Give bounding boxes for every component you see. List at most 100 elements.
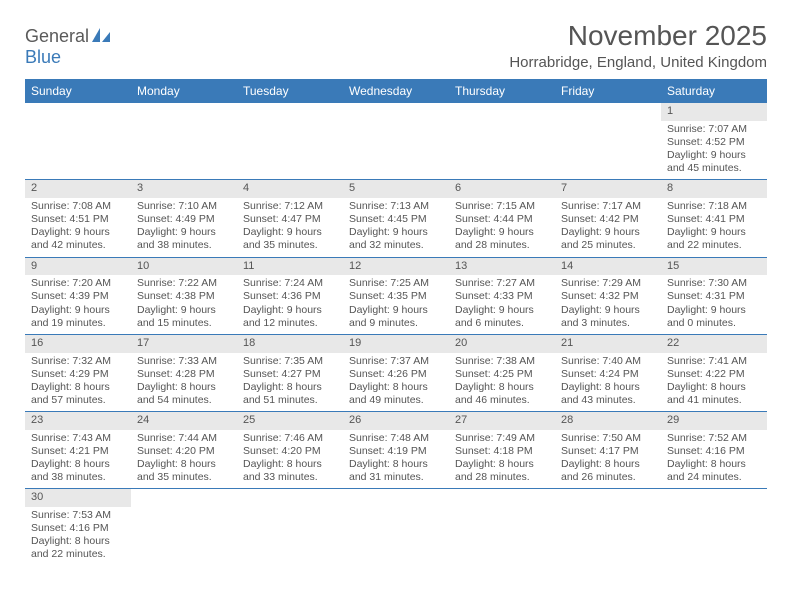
week-row: 2Sunrise: 7:08 AMSunset: 4:51 PMDaylight… [25, 180, 767, 257]
day-header: Saturday [661, 79, 767, 103]
day-number: 20 [449, 335, 555, 353]
day-content: Sunrise: 7:37 AMSunset: 4:26 PMDaylight:… [343, 353, 449, 412]
day-number: 1 [661, 103, 767, 121]
day-content: Sunrise: 7:49 AMSunset: 4:18 PMDaylight:… [449, 430, 555, 489]
day-number: 10 [131, 258, 237, 276]
day-number: 21 [555, 335, 661, 353]
day-header: Monday [131, 79, 237, 103]
empty-cell [237, 489, 343, 565]
day-number: 11 [237, 258, 343, 276]
day-cell: 21Sunrise: 7:40 AMSunset: 4:24 PMDayligh… [555, 335, 661, 411]
day-content: Sunrise: 7:44 AMSunset: 4:20 PMDaylight:… [131, 430, 237, 489]
month-title: November 2025 [509, 20, 767, 52]
day-number: 5 [343, 180, 449, 198]
empty-cell [131, 103, 237, 179]
week-row: 9Sunrise: 7:20 AMSunset: 4:39 PMDaylight… [25, 258, 767, 335]
day-content: Sunrise: 7:43 AMSunset: 4:21 PMDaylight:… [25, 430, 131, 489]
empty-cell [449, 103, 555, 179]
week-row: 16Sunrise: 7:32 AMSunset: 4:29 PMDayligh… [25, 335, 767, 412]
empty-cell [25, 103, 131, 179]
calendar-grid: SundayMondayTuesdayWednesdayThursdayFrid… [25, 79, 767, 566]
day-number: 2 [25, 180, 131, 198]
day-cell: 5Sunrise: 7:13 AMSunset: 4:45 PMDaylight… [343, 180, 449, 256]
day-cell: 17Sunrise: 7:33 AMSunset: 4:28 PMDayligh… [131, 335, 237, 411]
day-cell: 15Sunrise: 7:30 AMSunset: 4:31 PMDayligh… [661, 258, 767, 334]
day-header: Friday [555, 79, 661, 103]
week-row: 1Sunrise: 7:07 AMSunset: 4:52 PMDaylight… [25, 103, 767, 180]
day-number: 15 [661, 258, 767, 276]
day-content: Sunrise: 7:12 AMSunset: 4:47 PMDaylight:… [237, 198, 343, 257]
day-cell: 7Sunrise: 7:17 AMSunset: 4:42 PMDaylight… [555, 180, 661, 256]
day-cell: 8Sunrise: 7:18 AMSunset: 4:41 PMDaylight… [661, 180, 767, 256]
day-number: 16 [25, 335, 131, 353]
day-cell: 9Sunrise: 7:20 AMSunset: 4:39 PMDaylight… [25, 258, 131, 334]
day-cell: 26Sunrise: 7:48 AMSunset: 4:19 PMDayligh… [343, 412, 449, 488]
day-number: 17 [131, 335, 237, 353]
day-cell: 13Sunrise: 7:27 AMSunset: 4:33 PMDayligh… [449, 258, 555, 334]
day-content: Sunrise: 7:13 AMSunset: 4:45 PMDaylight:… [343, 198, 449, 257]
empty-cell [343, 489, 449, 565]
day-cell: 14Sunrise: 7:29 AMSunset: 4:32 PMDayligh… [555, 258, 661, 334]
day-cell: 29Sunrise: 7:52 AMSunset: 4:16 PMDayligh… [661, 412, 767, 488]
day-number: 18 [237, 335, 343, 353]
day-cell: 16Sunrise: 7:32 AMSunset: 4:29 PMDayligh… [25, 335, 131, 411]
day-content: Sunrise: 7:32 AMSunset: 4:29 PMDaylight:… [25, 353, 131, 412]
day-cell: 6Sunrise: 7:15 AMSunset: 4:44 PMDaylight… [449, 180, 555, 256]
day-number: 8 [661, 180, 767, 198]
day-cell: 3Sunrise: 7:10 AMSunset: 4:49 PMDaylight… [131, 180, 237, 256]
empty-cell [237, 103, 343, 179]
day-cell: 22Sunrise: 7:41 AMSunset: 4:22 PMDayligh… [661, 335, 767, 411]
logo-sail-icon [92, 27, 112, 42]
day-cell: 2Sunrise: 7:08 AMSunset: 4:51 PMDaylight… [25, 180, 131, 256]
day-header: Tuesday [237, 79, 343, 103]
day-number: 12 [343, 258, 449, 276]
day-content: Sunrise: 7:22 AMSunset: 4:38 PMDaylight:… [131, 275, 237, 334]
day-cell: 18Sunrise: 7:35 AMSunset: 4:27 PMDayligh… [237, 335, 343, 411]
weeks-container: 1Sunrise: 7:07 AMSunset: 4:52 PMDaylight… [25, 103, 767, 566]
location: Horrabridge, England, United Kingdom [509, 54, 767, 71]
day-content: Sunrise: 7:41 AMSunset: 4:22 PMDaylight:… [661, 353, 767, 412]
day-number: 30 [25, 489, 131, 507]
day-content: Sunrise: 7:20 AMSunset: 4:39 PMDaylight:… [25, 275, 131, 334]
day-headers-row: SundayMondayTuesdayWednesdayThursdayFrid… [25, 79, 767, 103]
day-number: 9 [25, 258, 131, 276]
empty-cell [555, 489, 661, 565]
day-number: 26 [343, 412, 449, 430]
logo-part1: General [25, 26, 89, 46]
day-content: Sunrise: 7:35 AMSunset: 4:27 PMDaylight:… [237, 353, 343, 412]
day-cell: 1Sunrise: 7:07 AMSunset: 4:52 PMDaylight… [661, 103, 767, 179]
day-number: 28 [555, 412, 661, 430]
week-row: 30Sunrise: 7:53 AMSunset: 4:16 PMDayligh… [25, 489, 767, 565]
day-cell: 10Sunrise: 7:22 AMSunset: 4:38 PMDayligh… [131, 258, 237, 334]
day-header: Sunday [25, 79, 131, 103]
day-content: Sunrise: 7:40 AMSunset: 4:24 PMDaylight:… [555, 353, 661, 412]
day-number: 29 [661, 412, 767, 430]
day-content: Sunrise: 7:27 AMSunset: 4:33 PMDaylight:… [449, 275, 555, 334]
day-cell: 4Sunrise: 7:12 AMSunset: 4:47 PMDaylight… [237, 180, 343, 256]
day-number: 22 [661, 335, 767, 353]
day-cell: 28Sunrise: 7:50 AMSunset: 4:17 PMDayligh… [555, 412, 661, 488]
calendar-page: General Blue November 2025 Horrabridge, … [0, 0, 792, 566]
title-block: November 2025 Horrabridge, England, Unit… [509, 20, 767, 71]
day-number: 13 [449, 258, 555, 276]
day-content: Sunrise: 7:52 AMSunset: 4:16 PMDaylight:… [661, 430, 767, 489]
day-content: Sunrise: 7:17 AMSunset: 4:42 PMDaylight:… [555, 198, 661, 257]
day-cell: 11Sunrise: 7:24 AMSunset: 4:36 PMDayligh… [237, 258, 343, 334]
logo: General Blue [25, 26, 112, 68]
day-content: Sunrise: 7:38 AMSunset: 4:25 PMDaylight:… [449, 353, 555, 412]
day-cell: 27Sunrise: 7:49 AMSunset: 4:18 PMDayligh… [449, 412, 555, 488]
day-content: Sunrise: 7:29 AMSunset: 4:32 PMDaylight:… [555, 275, 661, 334]
day-header: Wednesday [343, 79, 449, 103]
empty-cell [661, 489, 767, 565]
day-content: Sunrise: 7:30 AMSunset: 4:31 PMDaylight:… [661, 275, 767, 334]
day-content: Sunrise: 7:33 AMSunset: 4:28 PMDaylight:… [131, 353, 237, 412]
day-cell: 24Sunrise: 7:44 AMSunset: 4:20 PMDayligh… [131, 412, 237, 488]
empty-cell [449, 489, 555, 565]
day-content: Sunrise: 7:10 AMSunset: 4:49 PMDaylight:… [131, 198, 237, 257]
day-number: 27 [449, 412, 555, 430]
empty-cell [343, 103, 449, 179]
day-content: Sunrise: 7:07 AMSunset: 4:52 PMDaylight:… [661, 121, 767, 180]
day-number: 23 [25, 412, 131, 430]
day-cell: 19Sunrise: 7:37 AMSunset: 4:26 PMDayligh… [343, 335, 449, 411]
day-content: Sunrise: 7:50 AMSunset: 4:17 PMDaylight:… [555, 430, 661, 489]
